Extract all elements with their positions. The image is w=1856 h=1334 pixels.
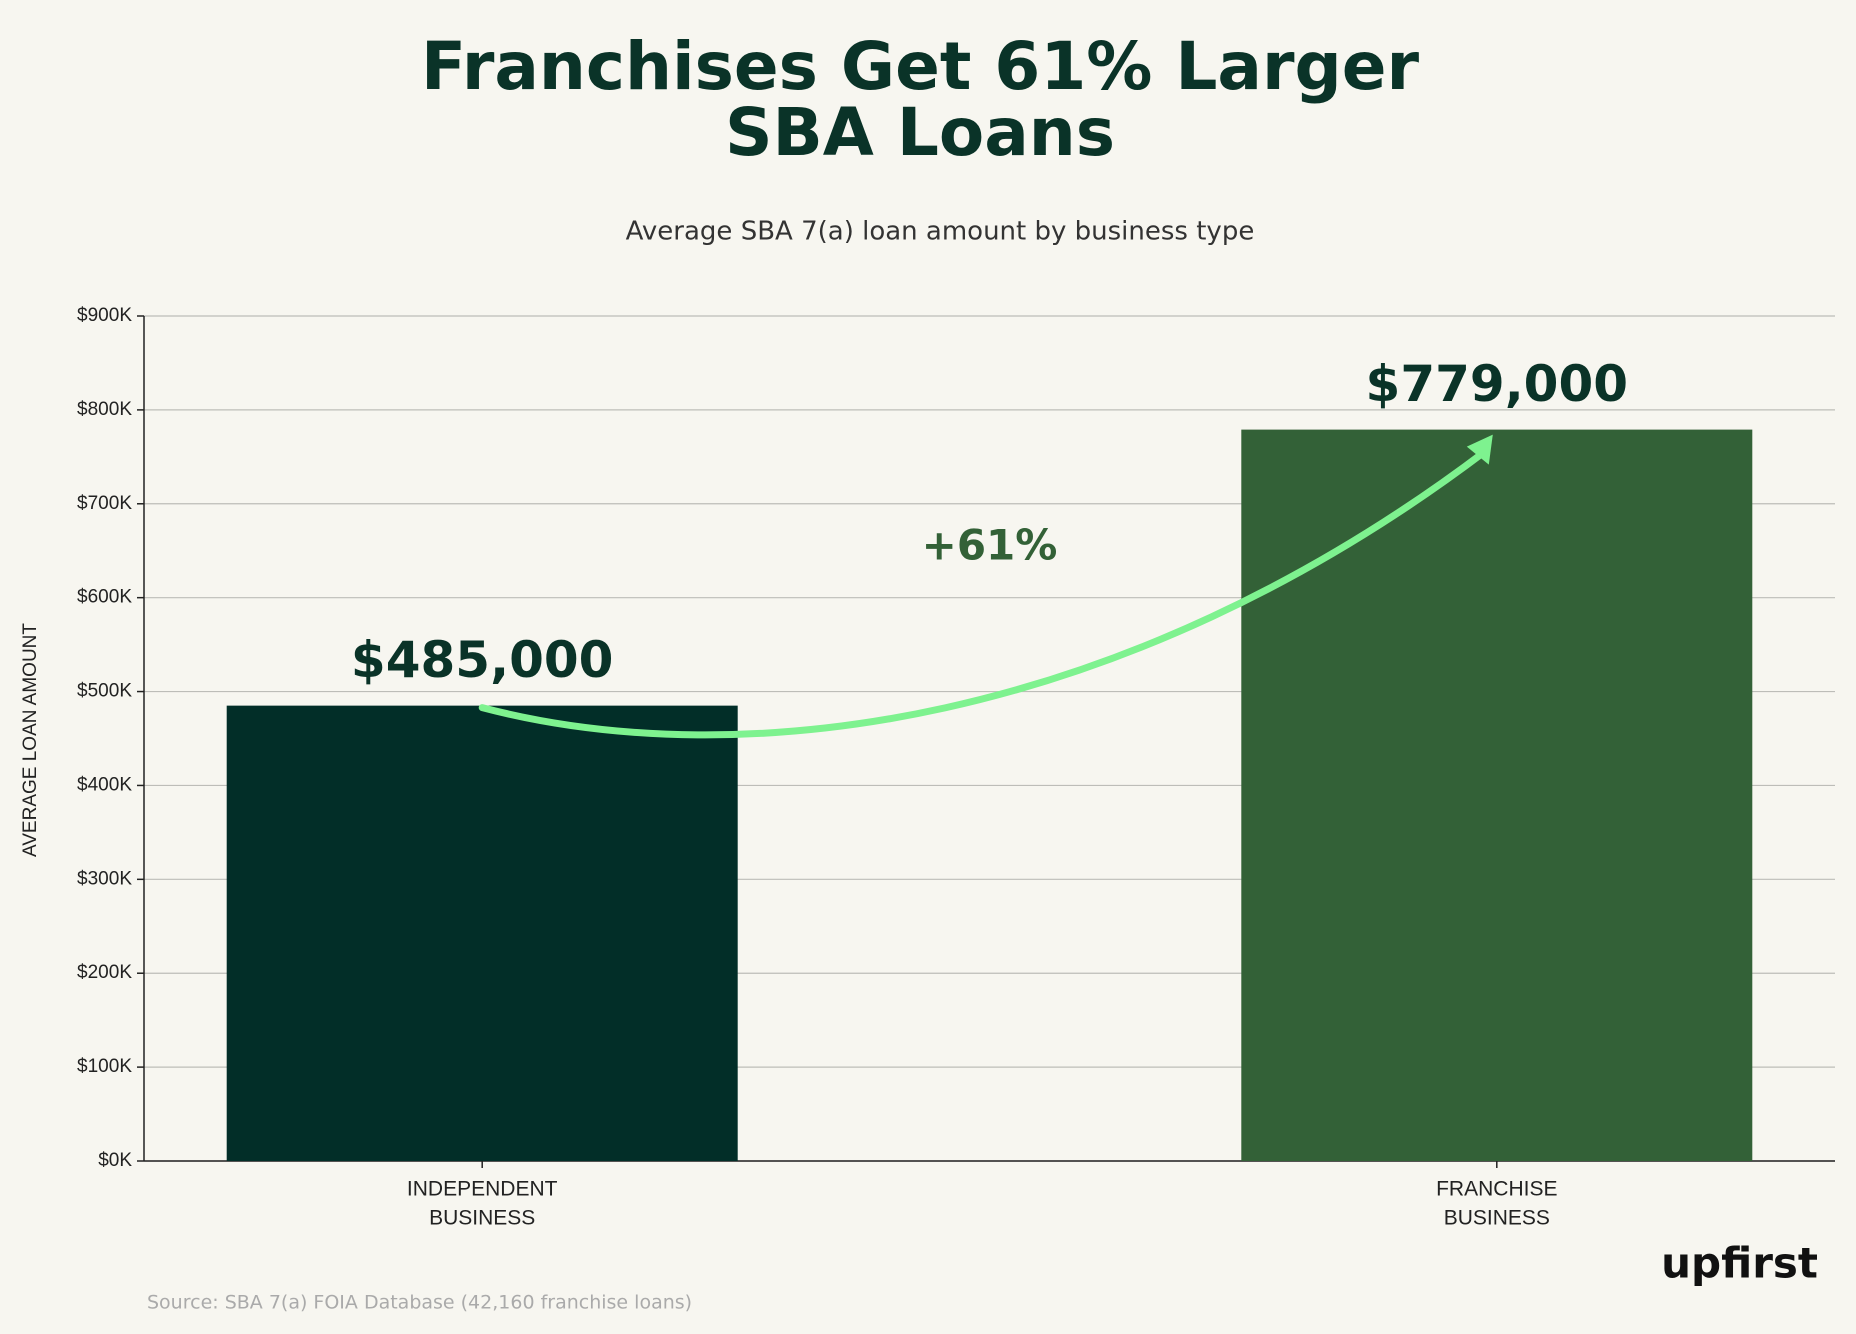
chart-subtitle: Average SBA 7(a) loan amount by business… (626, 217, 1255, 247)
annotation: +61% (922, 521, 1058, 570)
y-tick-label: $100K (77, 1056, 132, 1077)
y-tick-label: $0K (98, 1150, 132, 1171)
value-label: $485,000 (351, 631, 614, 689)
x-tick-label: FRANCHISE (1436, 1178, 1557, 1201)
value-label: $779,000 (1366, 355, 1629, 413)
y-tick-label: $200K (77, 962, 132, 983)
growth-arrow (478, 448, 1489, 739)
chart-title: Franchises Get 61% Larger (421, 28, 1420, 105)
y-tick-label: $400K (77, 774, 132, 795)
growth-arrow-head (1466, 434, 1493, 465)
x-tick-label: BUSINESS (429, 1207, 535, 1230)
logo: upfirst (1661, 1239, 1818, 1288)
y-tick-label: $900K (77, 305, 132, 326)
x-tick-label: INDEPENDENT (407, 1178, 558, 1201)
y-tick-label: $300K (77, 868, 132, 889)
y-tick-label: $700K (77, 493, 132, 514)
chart-title: SBA Loans (725, 94, 1115, 171)
y-axis-label: AVERAGE LOAN AMOUNT (20, 623, 41, 857)
x-tick-label: BUSINESS (1444, 1207, 1550, 1230)
bar (226, 705, 738, 1161)
y-tick-label: $500K (77, 681, 132, 702)
bar (1241, 429, 1753, 1161)
y-tick-label: $600K (77, 587, 132, 608)
source-note: Source: SBA 7(a) FOIA Database (42,160 f… (147, 1292, 692, 1314)
y-tick-label: $800K (77, 399, 132, 420)
